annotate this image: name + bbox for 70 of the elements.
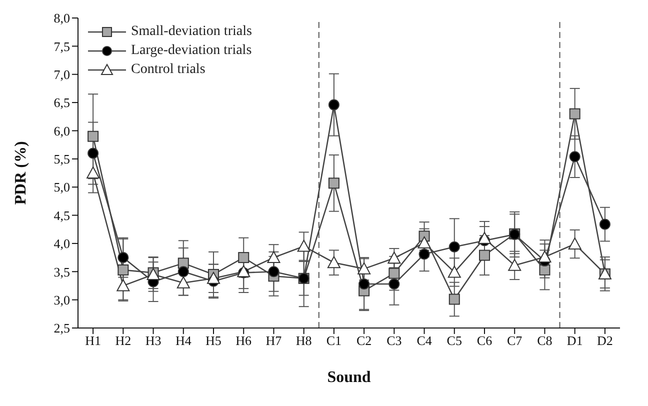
point [328,178,340,189]
x-tick-label: D2 [597,333,613,348]
point [358,278,370,290]
y-tick-label: 4,0 [54,236,70,252]
y-tick-label: 7,0 [54,66,70,82]
x-tick-label: H8 [296,333,312,348]
legend-label: Small-deviation trials [131,24,252,40]
point [178,266,189,278]
legend-label: Large-deviation trials [131,42,252,58]
y-tick-label: 6,5 [54,95,70,110]
point [448,266,461,278]
point [599,218,610,230]
point [479,250,490,261]
y-tick-label: 5,0 [54,180,70,195]
point [88,148,99,159]
x-tick-label: H2 [115,333,132,348]
point [388,252,401,264]
y-tick-label: 3,5 [54,264,70,280]
point [448,241,460,252]
x-tick-label: C6 [476,333,493,348]
y-tick-label: 3,0 [54,292,70,308]
legend-label: Control trials [131,62,206,78]
x-tick-label: H7 [266,333,282,348]
point [569,108,580,120]
x-tick-label: C2 [356,333,372,348]
y-axis-title: PDR (%) [12,141,30,205]
point [116,279,130,292]
x-tick-label: C7 [507,333,523,348]
point [327,256,340,268]
point [568,238,582,250]
point [538,250,552,262]
x-tick-label: H5 [206,333,222,348]
x-tick-label: H4 [175,333,192,348]
x-tick-label: D1 [566,333,583,348]
x-tick-label: C8 [537,333,552,348]
y-tick-label: 7,5 [54,38,70,54]
x-tick-label: C3 [386,333,402,348]
point [448,294,460,305]
y-tick-label: 8,0 [54,10,70,26]
point [118,264,129,276]
point [418,248,430,260]
point [86,166,100,178]
y-tick-label: 6,0 [54,123,70,138]
x-tick-label: H6 [236,333,252,348]
point [539,264,550,276]
point [418,236,431,248]
x-axis-title: Sound [327,369,371,386]
x-tick-label: C4 [416,333,432,348]
point [176,276,190,288]
x-tick-label: H3 [145,333,162,348]
point [267,251,280,264]
y-tick-label: 5,5 [54,152,70,167]
point [88,130,99,142]
x-tick-label: C1 [326,333,342,348]
point [268,266,280,278]
y-tick-label: 2,5 [54,320,70,336]
point [238,252,250,264]
point [388,278,400,290]
point [569,151,580,162]
point [358,262,371,274]
point [328,99,340,110]
point [118,252,129,264]
point [388,268,400,279]
point [478,232,491,244]
x-tick-label: C5 [446,333,462,348]
y-tick-label: 4,5 [54,208,70,223]
x-tick-label: H1 [85,333,101,348]
point [297,240,310,252]
point [207,272,220,284]
point [508,258,522,271]
